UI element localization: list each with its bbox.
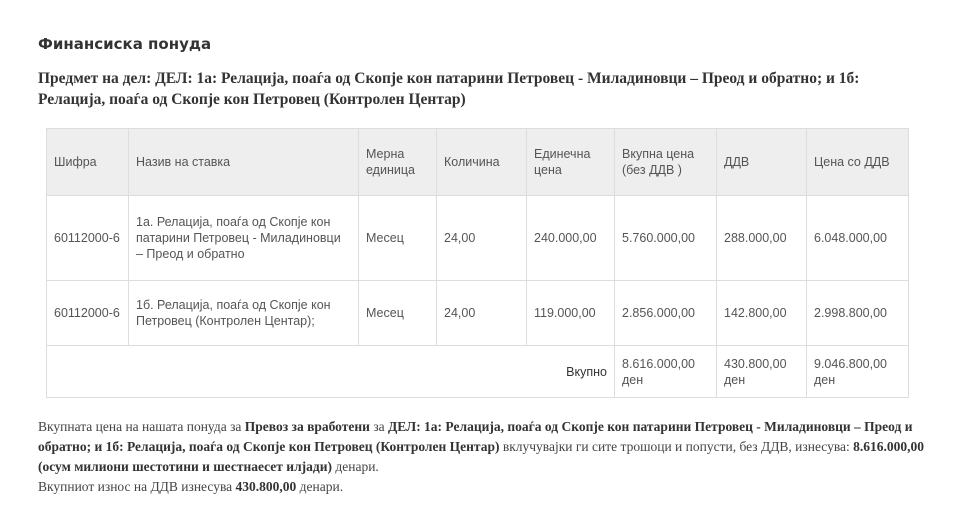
total-gross: 9.046.800,00 ден [806,345,909,398]
cell-vat: 142.800,00 [716,280,807,346]
cell-unit: Месец [358,280,437,346]
cell-total-net: 5.760.000,00 [614,195,717,281]
cell-unit: Месец [358,195,437,281]
page-title: Финансиска понуда [38,35,212,53]
header-vat: ДДВ [716,128,807,196]
cell-code: 60112000-6 [46,280,129,346]
cell-item: 1б. Релација, поаѓа од Скопје кон Петров… [128,280,359,346]
summary-text: Вкупната цена на нашата понуда за [38,419,245,434]
header-code: Шифра [46,128,129,196]
cell-code: 60112000-6 [46,195,129,281]
vat-amount: 430.800,00 [235,479,297,494]
vat-text: Вкупниот износ на ДДВ изнесува [38,479,236,494]
cell-unit-price: 240.000,00 [526,195,615,281]
header-unit-price: Единечна цена [526,128,615,196]
summary-text: за [369,419,389,434]
cell-total-gross: 6.048.000,00 [806,195,909,281]
service-name: Превоз за вработени [244,419,370,434]
summary-text: вклучувајки ги сите трошоци и попусти, б… [499,439,854,454]
cell-qty: 24,00 [436,280,527,346]
cell-qty: 24,00 [436,195,527,281]
summary-text: денари. [332,459,379,474]
total-vat: 430.800,00 ден [716,345,807,398]
total-net: 8.616.000,00 ден [614,345,717,398]
subject-heading: Предмет на дел: ДЕЛ: 1а: Релација, поаѓа… [38,70,860,108]
cell-vat: 288.000,00 [716,195,807,281]
total-amount: 8.616.000,00 (осум милиони шестотини и ш… [38,439,925,474]
cell-total-net: 2.856.000,00 [614,280,717,346]
summary-paragraph: Вкупната цена на нашата понуда за Превоз… [38,417,938,497]
header-item: Назив на ставка [128,128,359,196]
table-row: 60112000-6 1а. Релација, поаѓа од Скопје… [46,195,909,281]
lot-description: ДЕЛ: 1а: Релација, поаѓа од Скопје кон п… [38,419,913,454]
cell-item: 1а. Релација, поаѓа од Скопје кон патари… [128,195,359,281]
price-table: Шифра Назив на ставка Мерна единица Коли… [46,128,909,398]
cell-unit-price: 119.000,00 [526,280,615,346]
total-row: Вкупно 8.616.000,00 ден 430.800,00 ден 9… [46,345,909,398]
table-header: Шифра Назив на ставка Мерна единица Коли… [46,128,909,196]
header-total-gross: Цена со ДДВ [806,128,909,196]
vat-text: денари. [296,479,344,494]
table-row: 60112000-6 1б. Релација, поаѓа од Скопје… [46,280,909,346]
header-qty: Количина [436,128,527,196]
total-label: Вкупно [46,345,615,398]
cell-total-gross: 2.998.800,00 [806,280,909,346]
header-total-net: Вкупна цена (без ДДВ ) [614,128,717,196]
header-unit: Мерна единица [358,128,437,196]
